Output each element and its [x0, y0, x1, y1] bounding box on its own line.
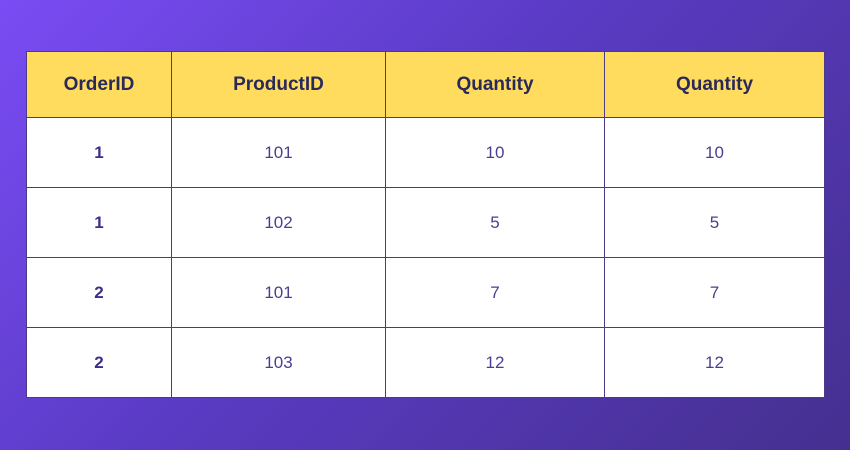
- orderid-cell: 1: [26, 117, 172, 188]
- orderid-cell: 1: [26, 187, 172, 258]
- orderid-cell: 2: [26, 257, 172, 328]
- quantity-cell-duplicate: 10: [604, 117, 825, 188]
- table-row: 2 103 12 12: [26, 327, 825, 398]
- table-row: 2 101 7 7: [26, 257, 825, 328]
- quantity-cell-duplicate: 12: [604, 327, 825, 398]
- quantity-cell: 5: [385, 187, 605, 258]
- quantity-cell: 10: [385, 117, 605, 188]
- quantity-cell-duplicate: 5: [604, 187, 825, 258]
- header-quantity-duplicate: Quantity: [604, 51, 825, 118]
- table-header-row: OrderID ProductID Quantity Quantity: [26, 51, 825, 118]
- table-row: 1 102 5 5: [26, 187, 825, 258]
- orders-table: OrderID ProductID Quantity Quantity 1 10…: [26, 51, 825, 398]
- header-orderid: OrderID: [26, 51, 172, 118]
- table-row: 1 101 10 10: [26, 117, 825, 188]
- productid-cell: 103: [171, 327, 386, 398]
- productid-cell: 101: [171, 117, 386, 188]
- orders-table-container: OrderID ProductID Quantity Quantity 1 10…: [26, 51, 825, 398]
- header-quantity: Quantity: [385, 51, 605, 118]
- productid-cell: 101: [171, 257, 386, 328]
- quantity-cell: 12: [385, 327, 605, 398]
- orderid-cell: 2: [26, 327, 172, 398]
- quantity-cell-duplicate: 7: [604, 257, 825, 328]
- quantity-cell: 7: [385, 257, 605, 328]
- header-productid: ProductID: [171, 51, 386, 118]
- productid-cell: 102: [171, 187, 386, 258]
